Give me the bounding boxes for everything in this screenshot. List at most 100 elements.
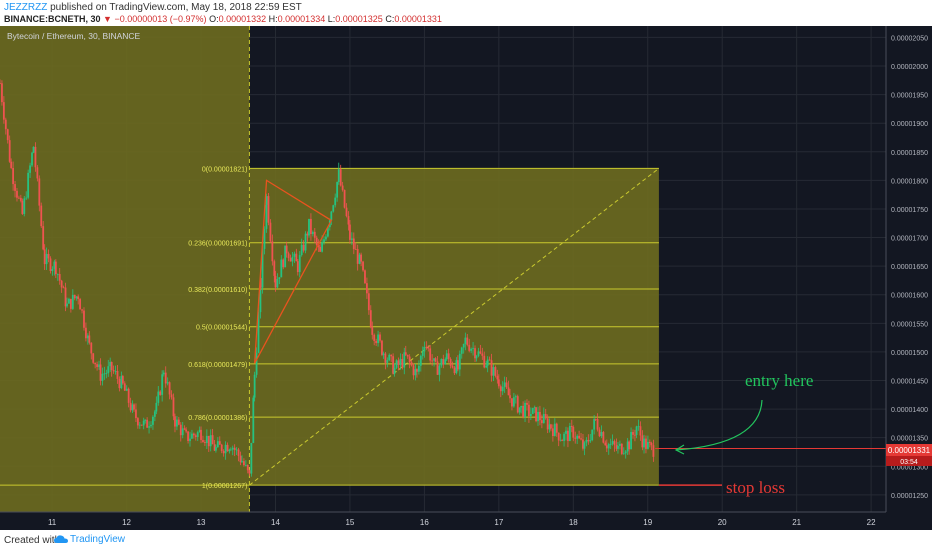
candle-body (643, 438, 645, 448)
candle-body (507, 387, 510, 396)
candle-body (332, 205, 335, 212)
candle-body (29, 165, 31, 173)
fib-level-label: 0(0.00001821) (202, 166, 248, 173)
candle-body (330, 211, 333, 221)
candle-body (596, 419, 599, 430)
candle-body (170, 394, 173, 398)
candle-body (550, 424, 552, 429)
tradingview-brand[interactable]: TradingView (70, 534, 126, 545)
candle-body (246, 464, 249, 471)
candlestick-chart[interactable]: 0(0.00001821) 0.236(0.00001691) 0.382(0.00… (0, 26, 932, 530)
candle-body (442, 359, 445, 365)
candle-body (388, 354, 391, 361)
candle-body (341, 185, 344, 190)
candle-body (548, 424, 551, 430)
y-tick-label: 0.00001600 (891, 293, 928, 300)
candle-body (114, 370, 117, 372)
fib-level-label: 0.618(0.00001479) (188, 362, 247, 369)
candle-body (540, 420, 543, 424)
candle-body (40, 205, 43, 227)
candle-body (561, 440, 564, 442)
candle-body (168, 382, 171, 395)
candle-body (377, 334, 379, 344)
candle-body (583, 442, 586, 449)
candle-body (488, 359, 491, 361)
candle-body (302, 244, 305, 251)
candle-body (336, 182, 339, 198)
candle-body (630, 432, 632, 450)
candle-body (360, 254, 363, 262)
candle-body (477, 351, 480, 356)
candle-body (455, 360, 458, 374)
time-scale[interactable] (0, 512, 886, 530)
candle-body (492, 367, 495, 376)
candle-body (191, 433, 193, 439)
last-price-box (886, 444, 932, 456)
candle-body (53, 261, 56, 269)
candle-body (146, 419, 149, 428)
created-with-text: Created with (4, 535, 61, 546)
x-tick-label: 19 (643, 518, 652, 527)
candle-body (321, 242, 323, 252)
candle-body (239, 455, 242, 463)
candle-body (32, 146, 35, 153)
candle-body (533, 407, 536, 409)
candle-body (356, 249, 359, 264)
candle-body (289, 258, 292, 262)
publish-header: JEZZRZZ published on TradingView.com, Ma… (0, 0, 932, 26)
candle-body (21, 200, 24, 214)
y-tick-label: 0.00001650 (891, 264, 928, 271)
candle-body (86, 335, 89, 339)
entry-arrow-head (674, 444, 685, 455)
candle-body (634, 434, 636, 436)
candle-body (637, 426, 640, 428)
candle-body (598, 429, 601, 437)
candle-body (224, 444, 227, 454)
candle-body (133, 404, 135, 410)
candle-body (611, 441, 614, 444)
candle-body (529, 413, 532, 417)
candle-body (81, 309, 83, 311)
tradingview-cloud-icon (54, 535, 68, 543)
candle-body (535, 407, 537, 422)
candle-body (259, 278, 262, 288)
candle-body (77, 296, 80, 300)
candle-body (14, 184, 16, 191)
candle-body (458, 353, 461, 370)
candle-body (200, 429, 202, 440)
y-tick-label: 0.00002000 (891, 64, 928, 71)
candle-body (220, 444, 223, 451)
candle-body (382, 353, 385, 355)
author-link[interactable]: JEZZRZZ (4, 2, 48, 13)
chart-area[interactable]: 0(0.00001821) 0.236(0.00001691) 0.382(0.00… (0, 26, 932, 530)
candle-body (544, 414, 547, 419)
candle-body (565, 430, 567, 434)
x-tick-label: 22 (867, 518, 876, 527)
candle-body (650, 442, 653, 446)
candle-body (641, 435, 644, 448)
candle-body (278, 277, 281, 280)
candle-body (313, 231, 316, 238)
fib-levels: 0(0.00001821) 0.236(0.00001691) 0.382(0.00… (0, 26, 660, 512)
candle-body (207, 435, 210, 447)
candle-body (624, 451, 627, 454)
candle-body (244, 464, 247, 466)
x-tick-label: 16 (420, 518, 429, 527)
y-tick-label: 0.00001500 (891, 350, 928, 357)
candle-body (228, 449, 231, 452)
candle-body (345, 207, 348, 217)
candle-body (177, 419, 180, 425)
candle-body (159, 391, 162, 395)
price-scale[interactable] (886, 26, 932, 512)
candle-body (174, 416, 176, 427)
candle-body (18, 197, 20, 199)
candle-body (485, 365, 488, 368)
candle-body (166, 382, 169, 384)
candle-body (628, 441, 631, 450)
candle-body (284, 245, 287, 268)
candle-body (103, 373, 106, 375)
candle-body (559, 440, 562, 442)
triangle-pattern (253, 179, 333, 364)
candle-body (295, 253, 298, 262)
candle-body (241, 461, 243, 463)
